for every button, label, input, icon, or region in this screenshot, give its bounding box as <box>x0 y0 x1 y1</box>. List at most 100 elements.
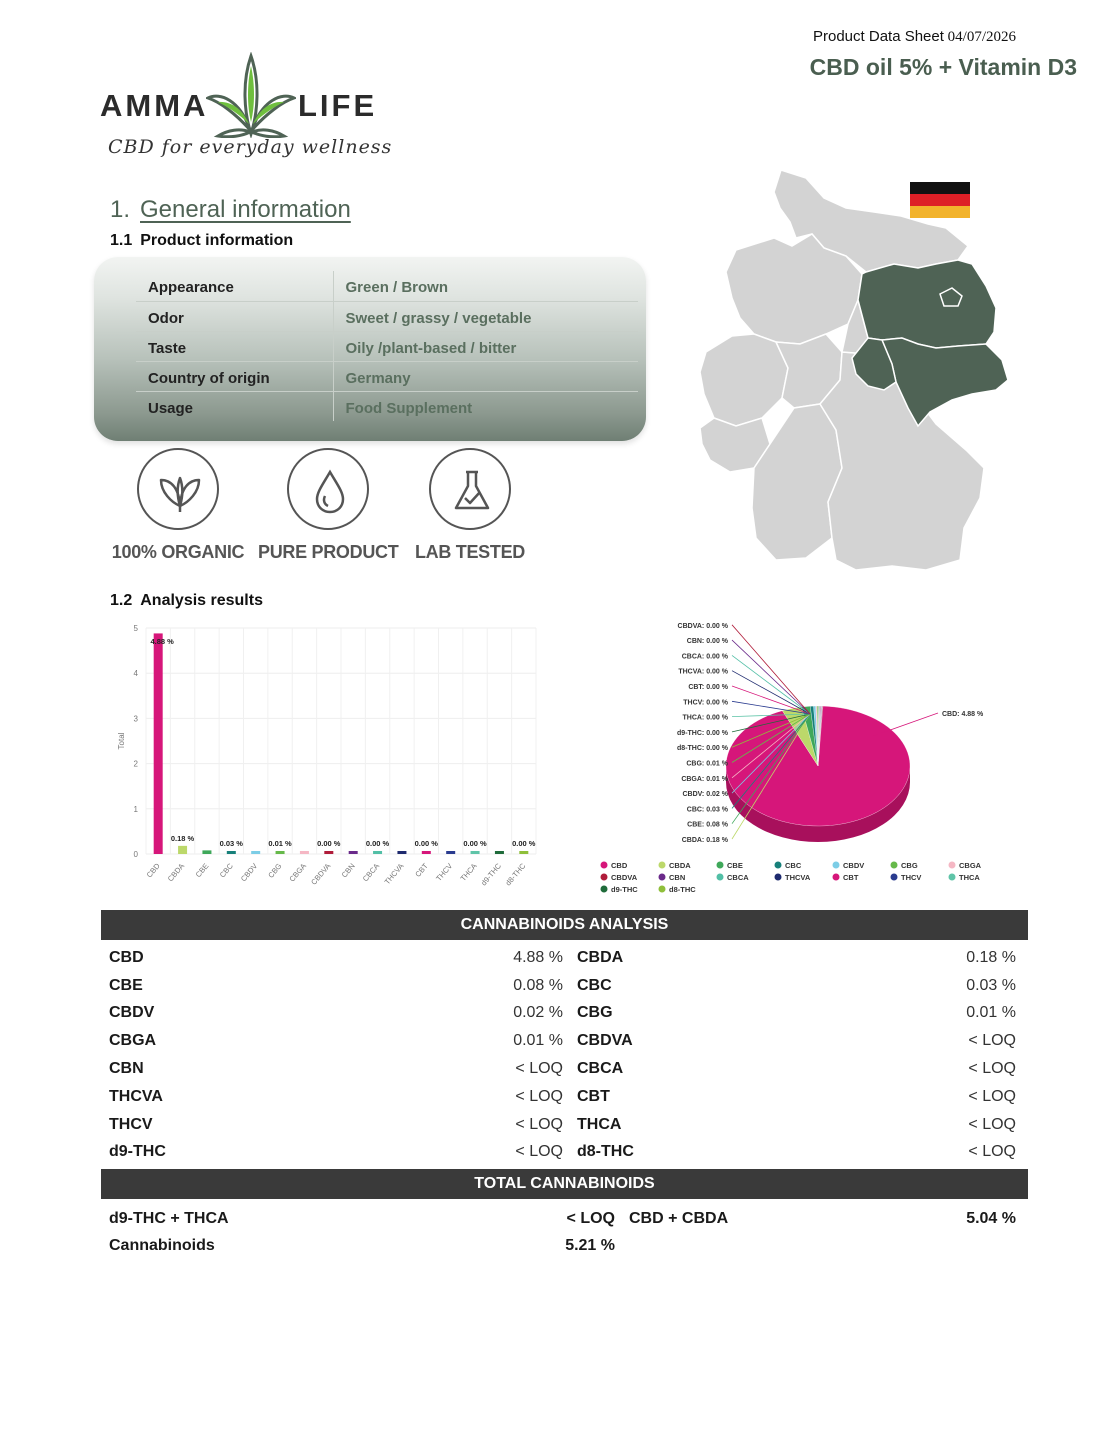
y-tick-label: 1 <box>134 805 139 814</box>
x-tick-label: CBDA <box>166 862 186 884</box>
x-tick-label: CBGA <box>287 862 308 884</box>
section-number: 1. <box>110 196 131 223</box>
product-info-key: Odor <box>136 301 334 332</box>
bar <box>373 851 383 854</box>
bar <box>348 851 358 854</box>
brand-name-left: AMMA <box>100 88 209 123</box>
brand-logo: AMMA LIFE CBD for everyday wellness <box>98 52 398 164</box>
badge-lab-tested: LAB TESTED <box>400 448 540 563</box>
legend-label: CBT <box>843 873 859 882</box>
pie-leader-line <box>731 713 811 794</box>
bar-data-label: 0.00 % <box>415 839 439 848</box>
total-value: < LOQ <box>566 1209 615 1227</box>
brand-name-right: LIFE <box>298 88 378 123</box>
product-info-row: Odor Sweet / grassy / vegetable <box>136 301 638 332</box>
product-info-value: Food Supplement <box>345 399 473 417</box>
pie-slice-label: CBN: 0.00 % <box>687 638 729 645</box>
legend-swatch <box>658 861 666 869</box>
x-tick-label: d8-THC <box>504 861 528 887</box>
bar-data-label: 0.00 % <box>366 839 390 848</box>
cannabinoid-name: CBD <box>109 948 144 966</box>
legend-label: CBDV <box>843 861 864 870</box>
pie-slice-label: THCV: 0.00 % <box>683 699 729 706</box>
cannabinoid-name: CBDVA <box>577 1032 633 1050</box>
cannabinoid-value: 0.18 % <box>966 948 1016 966</box>
legend-swatch <box>832 873 840 881</box>
pie-slice-label: d8-THC: 0.00 % <box>677 745 729 752</box>
leaf-icon <box>159 476 201 512</box>
legend-label: THCVA <box>785 873 811 882</box>
bar <box>421 851 431 854</box>
cannabinoids-analysis-header: CANNABINOIDS ANALYSIS <box>101 910 1028 940</box>
cannabinoid-pie-chart: CBD: 4.88 % CBDA: 0.18 % CBE: 0.08 % CBC: 0… <box>600 623 984 894</box>
product-title: CBD oil 5% + Vitamin D3 <box>809 54 1077 80</box>
total-cannabinoids-header: TOTAL CANNABINOIDS <box>101 1169 1028 1200</box>
table-row: d9-THC < LOQ d8-THC < LOQ <box>101 1139 1028 1167</box>
legend-swatch <box>832 861 840 869</box>
hemp-leaf-icon <box>206 52 296 138</box>
pie-leader-line <box>731 624 811 715</box>
x-tick-label: d9-THC <box>479 861 503 887</box>
x-tick-label: CBDVA <box>309 862 332 887</box>
pie-leader-line <box>731 713 811 809</box>
x-tick-label: CBG <box>266 861 283 879</box>
cannabinoid-name: THCV <box>109 1115 153 1133</box>
table-row: THCVA < LOQ CBT < LOQ <box>101 1083 1028 1111</box>
total-cannabinoids-rows: d9-THC + THCA < LOQ CBD + CBDA 5.04 % Cannab… <box>101 1205 1028 1259</box>
cannabinoid-name: CBG <box>577 1004 613 1022</box>
legend-label: CBN <box>669 873 685 882</box>
pie-slice-label: THCVA: 0.00 % <box>678 669 728 676</box>
table-row: CBD 4.88 % CBDA 0.18 % <box>101 944 1028 972</box>
product-info-value: Sweet / grassy / vegetable <box>333 301 638 332</box>
cannabinoid-name: CBE <box>109 976 143 994</box>
subsection-title: Analysis results <box>140 592 263 609</box>
bar <box>153 633 163 854</box>
x-tick-label: CBDV <box>239 862 259 884</box>
pie-slice-label: CBD: 4.88 % <box>942 711 984 718</box>
subsection-number: 1.2 <box>110 592 133 609</box>
cannabinoid-value: < LOQ <box>968 1060 1016 1078</box>
bar-data-label: 0.01 % <box>268 839 292 848</box>
pie-slice-label: CBDA: 0.18 % <box>682 837 729 844</box>
pie-slice-label: CBC: 0.03 % <box>687 806 729 813</box>
table-row: CBE 0.08 % CBC 0.03 % <box>101 972 1028 1000</box>
cannabinoid-name: THCVA <box>109 1087 163 1105</box>
table-row: CBN < LOQ CBCA < LOQ <box>101 1055 1028 1083</box>
y-tick-label: 3 <box>134 714 139 723</box>
product-info-value: Oily /plant-based / bitter <box>333 331 638 362</box>
x-tick-label: CBT <box>413 861 430 879</box>
table-row: CBDV 0.02 % CBG 0.01 % <box>101 1000 1028 1028</box>
x-tick-label: THCVA <box>383 862 406 887</box>
x-tick-label: CBC <box>218 861 235 879</box>
pie-leader-line <box>731 655 811 715</box>
pie-leader-line <box>731 713 811 763</box>
total-name: Cannabinoids <box>109 1236 215 1254</box>
x-tick-label: THCV <box>434 862 454 883</box>
pie-leader-line <box>873 712 939 737</box>
germany-flag-icon <box>910 182 970 218</box>
pie-slice-label: CBGA: 0.01 % <box>681 776 728 783</box>
bar-data-label: 0.18 % <box>171 834 195 843</box>
section-general-information: 1. General information <box>110 196 351 224</box>
bar <box>324 851 334 854</box>
product-info-card: Appearance Green / Brown Odor Sweet / grass… <box>94 257 646 441</box>
product-info-key: Country of origin <box>136 361 334 392</box>
cannabinoid-value: < LOQ <box>968 1032 1016 1050</box>
cannabinoid-value: < LOQ <box>515 1115 563 1133</box>
cannabinoid-value: < LOQ <box>515 1087 563 1105</box>
legend-swatch <box>600 873 608 881</box>
pie-leader-line <box>731 685 811 715</box>
legend-label: CBE <box>727 861 743 870</box>
legend-swatch <box>948 861 956 869</box>
legend-swatch <box>658 873 666 881</box>
bar-data-label: 0.00 % <box>512 839 536 848</box>
x-tick-label: CBD <box>145 861 162 879</box>
cannabinoid-name: CBT <box>577 1087 610 1105</box>
pie-leader-line <box>731 713 811 779</box>
bar-chart-grid <box>145 627 537 855</box>
bar <box>275 851 285 854</box>
cannabinoid-value: < LOQ <box>968 1115 1016 1133</box>
bar-data-label: 0.03 % <box>220 839 244 848</box>
legend-swatch <box>948 873 956 881</box>
bar <box>470 851 480 854</box>
